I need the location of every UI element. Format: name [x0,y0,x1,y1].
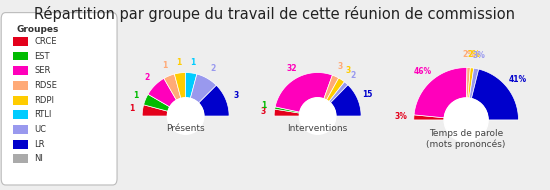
Circle shape [167,98,204,134]
Bar [13,140,28,149]
Text: 1: 1 [262,101,267,110]
Bar [13,81,28,90]
Circle shape [444,98,488,142]
Circle shape [299,98,336,134]
Text: 41%: 41% [509,75,527,84]
Polygon shape [274,107,300,113]
Polygon shape [142,105,168,116]
Text: NI: NI [35,154,43,163]
Text: Groupes: Groupes [16,25,59,34]
Bar [13,154,28,163]
Polygon shape [327,78,344,102]
Text: 32: 32 [286,64,296,73]
Text: 2: 2 [210,64,216,74]
Text: Interventions: Interventions [288,124,348,133]
Text: 1: 1 [190,58,195,67]
Text: 2: 2 [145,73,150,82]
Polygon shape [199,85,229,116]
Polygon shape [331,85,361,116]
Text: 1: 1 [129,105,134,113]
FancyBboxPatch shape [1,13,117,185]
Polygon shape [414,115,444,120]
Text: 15: 15 [362,90,373,99]
Polygon shape [174,73,186,98]
Text: UC: UC [35,125,46,134]
Text: SER: SER [35,66,51,75]
Polygon shape [329,82,348,103]
Text: 2: 2 [351,71,356,80]
Text: RDSE: RDSE [35,81,57,90]
Polygon shape [414,68,467,118]
Polygon shape [324,75,339,100]
Polygon shape [274,109,300,116]
Text: EST: EST [35,51,50,61]
Text: Répartition par groupe du travail de cette réunion de commission: Répartition par groupe du travail de cet… [35,6,515,22]
Polygon shape [148,78,177,107]
Text: Présents: Présents [166,124,205,133]
Text: 1: 1 [162,61,167,70]
Polygon shape [468,68,474,98]
Bar [13,110,28,119]
Text: 3%: 3% [472,51,485,60]
Polygon shape [190,74,216,103]
Text: 3: 3 [233,91,239,100]
Polygon shape [469,68,478,99]
Text: 2%: 2% [463,50,476,59]
Text: RTLI: RTLI [35,110,52,119]
Bar [13,125,28,134]
Text: 3: 3 [261,107,266,116]
Text: 3: 3 [338,62,343,71]
Polygon shape [466,68,470,98]
Polygon shape [186,73,197,98]
Text: 46%: 46% [414,67,432,76]
Text: 1: 1 [133,91,138,100]
Text: LR: LR [35,140,45,149]
Text: 3%: 3% [394,112,407,121]
Text: Temps de parole
(mots prononcés): Temps de parole (mots prononcés) [426,129,506,149]
Text: 2%: 2% [467,50,480,59]
Bar [13,66,28,75]
Bar [13,37,28,46]
Polygon shape [164,74,181,100]
Text: 1: 1 [176,58,181,67]
Bar [13,96,28,105]
Polygon shape [144,94,170,111]
Text: CRCE: CRCE [35,37,57,46]
Text: 3: 3 [345,66,350,75]
Bar [13,51,28,60]
Polygon shape [275,73,332,112]
Polygon shape [471,69,519,120]
Text: RDPI: RDPI [35,96,54,105]
